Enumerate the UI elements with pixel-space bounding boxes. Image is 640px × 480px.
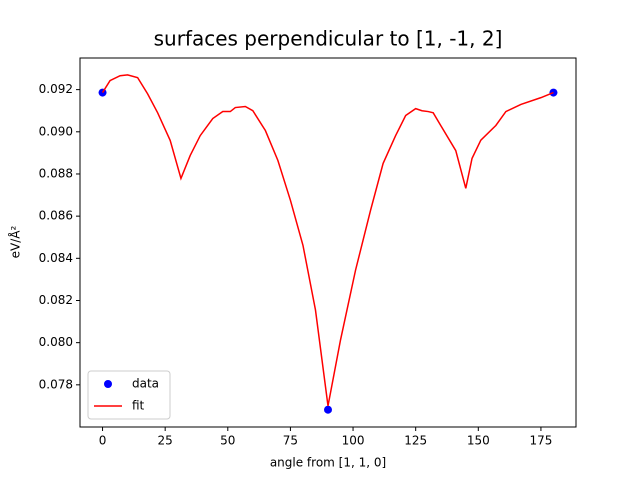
chart-title: surfaces perpendicular to [1, -1, 2]	[154, 27, 503, 51]
x-tick-label: 100	[342, 434, 365, 448]
y-tick-label: 0.090	[39, 124, 73, 138]
x-tick-label: 25	[158, 434, 173, 448]
y-tick-label: 0.078	[39, 377, 73, 391]
plot-frame	[79, 57, 577, 428]
x-tick-label: 125	[404, 434, 427, 448]
x-tick-label: 50	[220, 434, 235, 448]
y-tick-label: 0.086	[39, 209, 73, 223]
legend-label: fit	[132, 399, 145, 413]
fit-line	[101, 74, 554, 407]
y-tick-label: 0.084	[39, 251, 73, 265]
x-tick-label: 0	[99, 434, 107, 448]
x-tick-label: 75	[283, 434, 298, 448]
x-tick-label: 175	[529, 434, 552, 448]
legend-marker	[104, 380, 112, 388]
y-tick-label: 0.088	[39, 166, 73, 180]
y-axis-label: eV/Å²	[8, 225, 23, 258]
x-tick-label: 150	[467, 434, 490, 448]
y-tick-label: 0.082	[39, 293, 73, 307]
legend-label: data	[132, 377, 159, 391]
y-tick-label: 0.080	[39, 335, 73, 349]
data-point	[324, 405, 332, 414]
y-tick-label: 0.092	[39, 82, 73, 96]
x-axis-label: angle from [1, 1, 0]	[270, 456, 386, 470]
